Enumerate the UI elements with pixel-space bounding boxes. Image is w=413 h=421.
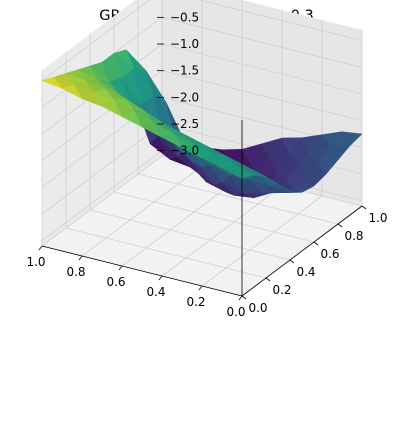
z-tick-label: −1.0: [170, 37, 199, 51]
y-tick: [313, 241, 319, 246]
x-tick: [38, 245, 43, 251]
z-tick-label: −2.5: [170, 117, 199, 131]
surface-facet: [101, 99, 123, 118]
surface: [41, 48, 363, 199]
y-tick: [265, 277, 271, 282]
grid-line: [41, 123, 163, 215]
grid-line: [201, 195, 323, 287]
x-tick-label: 0.2: [186, 295, 205, 309]
x-tick: [78, 255, 83, 261]
y-tick-label: 0.6: [320, 247, 339, 261]
surface-facet: [329, 145, 351, 161]
x-tick-label: 1.0: [26, 255, 45, 269]
z-tick-label: −2.0: [170, 90, 199, 104]
grid-line: [41, 150, 163, 241]
y-tick: [289, 259, 295, 264]
ticks: 0.00.20.40.60.81.00.00.20.40.60.81.00.0−…: [26, 10, 387, 319]
y-tick-label: 1.0: [368, 211, 387, 225]
surface-facet: [245, 166, 267, 177]
axis-lines: [41, 120, 363, 297]
grid-line: [89, 209, 291, 261]
surface-facet: [61, 84, 83, 100]
surface-facet: [305, 174, 327, 187]
x-tick: [118, 265, 123, 271]
grid-line: [161, 43, 363, 95]
y-tick-label: 0.0: [248, 301, 267, 315]
x-tick-label: 0.8: [66, 265, 85, 279]
x-tick: [158, 275, 163, 281]
y-tick: [361, 205, 367, 210]
y-axis-line: [241, 205, 363, 297]
grid-line: [41, 0, 151, 81]
z-tick-label: −0.5: [170, 10, 199, 24]
z-tick-label: −3.0: [170, 144, 199, 158]
grid-line: [65, 227, 267, 279]
grid-line: [121, 175, 243, 267]
x-tick-label: 0.0: [226, 305, 245, 319]
surface-facet: [293, 185, 315, 193]
surface-facet: [281, 190, 303, 193]
grid-line: [137, 173, 339, 225]
x-tick-label: 0.6: [106, 275, 125, 289]
x-tick-label: 0.4: [146, 285, 165, 299]
grid-line: [161, 185, 283, 277]
surface-facet: [341, 131, 363, 147]
y-tick: [241, 295, 247, 300]
surface-facet: [233, 164, 255, 179]
y-tick-label: 0.8: [344, 229, 363, 243]
surface-facet: [317, 159, 339, 175]
y-tick-label: 0.2: [272, 283, 291, 297]
grid-line: [197, 0, 363, 42]
grid-line: [161, 16, 363, 68]
grid-line: [41, 155, 163, 247]
y-tick: [337, 223, 343, 228]
x-tick: [238, 295, 243, 301]
grid-line: [161, 70, 363, 122]
y-tick-label: 0.4: [296, 265, 315, 279]
x-axis-line: [41, 245, 243, 297]
x-tick: [198, 285, 203, 291]
grid-line: [113, 191, 315, 243]
z-tick-label: −1.5: [170, 64, 199, 78]
grid-line: [81, 165, 203, 257]
